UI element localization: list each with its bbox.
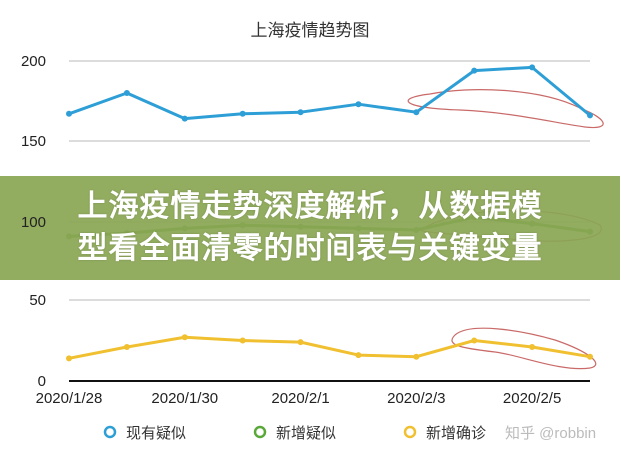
legend-marker-icon [403, 425, 417, 439]
legend-label: 新增疑似 [276, 425, 336, 442]
data-point [471, 67, 478, 74]
data-point [529, 64, 536, 71]
data-point [529, 343, 536, 350]
data-point [181, 115, 188, 122]
annotation-circle-bottom [451, 327, 597, 370]
legend-label: 现有疑似 [126, 425, 186, 442]
series-line-2 [68, 335, 591, 360]
data-point [239, 337, 246, 344]
x-tick-label: 2020/1/30 [151, 390, 218, 407]
x-tick-label: 2020/2/1 [271, 390, 329, 407]
series-line-0 [68, 65, 591, 121]
headline-banner: 上海疫情走势深度解析，从数据模型看全面清零的时间表与关键变量 [0, 176, 620, 280]
data-point [355, 101, 362, 108]
data-point [181, 334, 188, 341]
headline-text: 上海疫情走势深度解析，从数据模型看全面清零的时间表与关键变量 [77, 189, 543, 266]
watermark: 知乎 @robbin [505, 425, 596, 442]
data-point [66, 110, 72, 117]
data-point [355, 352, 362, 359]
data-point [587, 112, 593, 119]
data-point [123, 90, 130, 96]
x-tick-label: 2020/2/3 [387, 390, 445, 407]
x-tick-label: 2020/2/5 [503, 390, 561, 407]
data-point [66, 355, 72, 362]
legend-item[interactable]: 现有疑似 [103, 425, 186, 442]
legend-item[interactable]: 新增疑似 [253, 425, 336, 442]
data-point [413, 353, 420, 360]
data-point [413, 109, 420, 116]
legend-marker-icon [103, 425, 117, 439]
data-point [471, 337, 478, 344]
legend-item[interactable]: 新增确诊 [403, 425, 486, 442]
legend-marker-icon [253, 425, 267, 439]
data-point [297, 109, 304, 116]
legend-label: 新增确诊 [426, 425, 486, 442]
chart-title: 上海疫情趋势图 [251, 21, 370, 40]
data-point [123, 343, 130, 350]
data-point [239, 110, 246, 117]
data-point [297, 339, 304, 346]
data-point [587, 353, 593, 360]
x-tick-label: 2020/1/28 [36, 390, 103, 407]
